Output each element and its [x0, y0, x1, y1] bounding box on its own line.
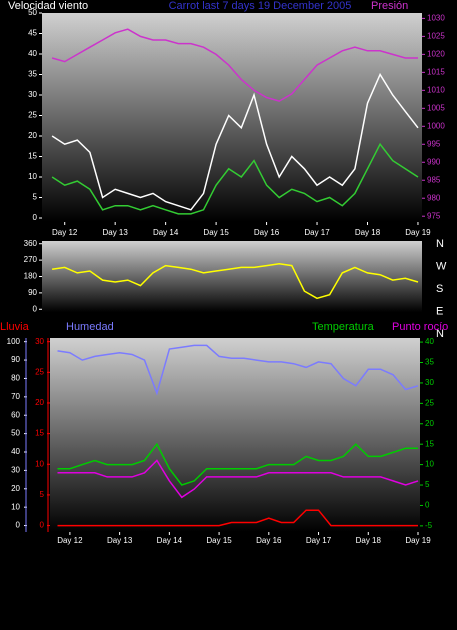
y-axis-label: Velocidad viento — [8, 0, 88, 12]
tick-label: 50 — [28, 8, 37, 17]
tick-label: 5 — [40, 490, 45, 499]
series-line — [51, 263, 419, 300]
series-line — [57, 509, 418, 527]
tick-label: 1015 — [427, 67, 445, 76]
tick-label: 10 — [425, 460, 434, 469]
tick-label: 180 — [24, 272, 38, 281]
compass-label: E — [436, 305, 443, 317]
plot-area — [50, 338, 420, 532]
tick-label: 20 — [28, 131, 37, 140]
x-tick-label: Day 15 — [203, 228, 229, 237]
tick-label: 70 — [11, 392, 20, 401]
tick-label: 0 — [33, 304, 38, 313]
tick-label: 40 — [425, 337, 434, 346]
chart-title: Carrot last 7 days 19 December 2005 — [169, 0, 352, 12]
tick-label: 30 — [35, 337, 44, 346]
tick-label: 30 — [425, 378, 434, 387]
tick-label: 20 — [35, 398, 44, 407]
series-line — [51, 142, 419, 215]
tick-label: 1010 — [427, 85, 445, 94]
tick-label: 985 — [427, 175, 441, 184]
tick-label: 1005 — [427, 103, 445, 112]
tick-label: 980 — [427, 193, 441, 202]
tick-label: 20 — [11, 484, 20, 493]
series-line — [57, 459, 419, 499]
x-tick-label: Day 12 — [52, 228, 78, 237]
tick-label: 35 — [28, 70, 37, 79]
tick-label: 0 — [40, 521, 45, 530]
tick-label: 90 — [11, 355, 20, 364]
x-tick-label: Day 17 — [304, 228, 330, 237]
tick-label: 990 — [427, 157, 441, 166]
tick-label: 10 — [11, 502, 20, 511]
tick-label: 15 — [35, 429, 44, 438]
tick-label: 10 — [35, 459, 44, 468]
tick-label: 90 — [28, 288, 37, 297]
series-line — [57, 442, 418, 486]
tick-label: 80 — [11, 374, 20, 383]
series-line — [51, 72, 419, 211]
tick-label: 25 — [425, 398, 434, 407]
tick-label: 0 — [16, 521, 21, 530]
tick-label: 10 — [28, 172, 37, 181]
tick-label: 270 — [24, 255, 38, 264]
y2-axis-label: Presión — [371, 0, 408, 12]
tick-label: 60 — [11, 410, 20, 419]
tick-label: 1020 — [427, 49, 445, 58]
tick-label: 1030 — [427, 14, 445, 23]
legend-label: Lluvia — [0, 321, 30, 333]
tick-label: 30 — [28, 90, 37, 99]
legend-label: Punto rocío — [392, 321, 448, 333]
tick-label: 25 — [28, 111, 37, 120]
legend-label: Humedad — [66, 321, 114, 333]
tick-label: 40 — [28, 49, 37, 58]
tick-label: 45 — [28, 29, 37, 38]
x-tick-label: Day 12 — [57, 536, 83, 545]
tick-label: -5 — [425, 521, 433, 530]
legend-label: Temperatura — [312, 321, 375, 333]
plot-area — [42, 241, 422, 312]
tick-label: 1000 — [427, 121, 445, 130]
tick-label: 5 — [33, 193, 38, 202]
x-tick-label: Day 18 — [355, 228, 381, 237]
x-tick-label: Day 18 — [356, 536, 382, 545]
x-tick-label: Day 14 — [157, 536, 183, 545]
tick-label: 50 — [11, 429, 20, 438]
tick-label: 5 — [425, 480, 430, 489]
x-tick-label: Day 13 — [102, 228, 128, 237]
tick-label: 40 — [11, 447, 20, 456]
compass-label: S — [436, 283, 443, 295]
tick-label: 30 — [11, 466, 20, 475]
tick-label: 35 — [425, 358, 434, 367]
tick-label: 0 — [33, 213, 38, 222]
x-tick-label: Day 15 — [206, 536, 232, 545]
series-line — [51, 28, 418, 102]
compass-label: N — [436, 238, 444, 250]
tick-label: 100 — [7, 337, 21, 346]
compass-label: W — [436, 260, 447, 272]
tick-label: 0 — [425, 501, 430, 510]
compass-label: N — [436, 328, 444, 340]
tick-label: 15 — [425, 439, 434, 448]
tick-label: 20 — [425, 419, 434, 428]
tick-label: 1025 — [427, 31, 445, 40]
x-tick-label: Day 13 — [107, 536, 133, 545]
x-tick-label: Day 16 — [256, 536, 282, 545]
x-tick-label: Day 16 — [254, 228, 280, 237]
tick-label: 975 — [427, 211, 441, 220]
tick-label: 995 — [427, 139, 441, 148]
tick-label: 15 — [28, 152, 37, 161]
x-tick-label: Day 19 — [405, 536, 431, 545]
tick-label: 360 — [24, 239, 38, 248]
tick-label: 25 — [35, 367, 44, 376]
x-tick-label: Day 19 — [405, 228, 431, 237]
series-line — [57, 344, 419, 396]
x-tick-label: Day 17 — [306, 536, 332, 545]
x-tick-label: Day 14 — [153, 228, 179, 237]
